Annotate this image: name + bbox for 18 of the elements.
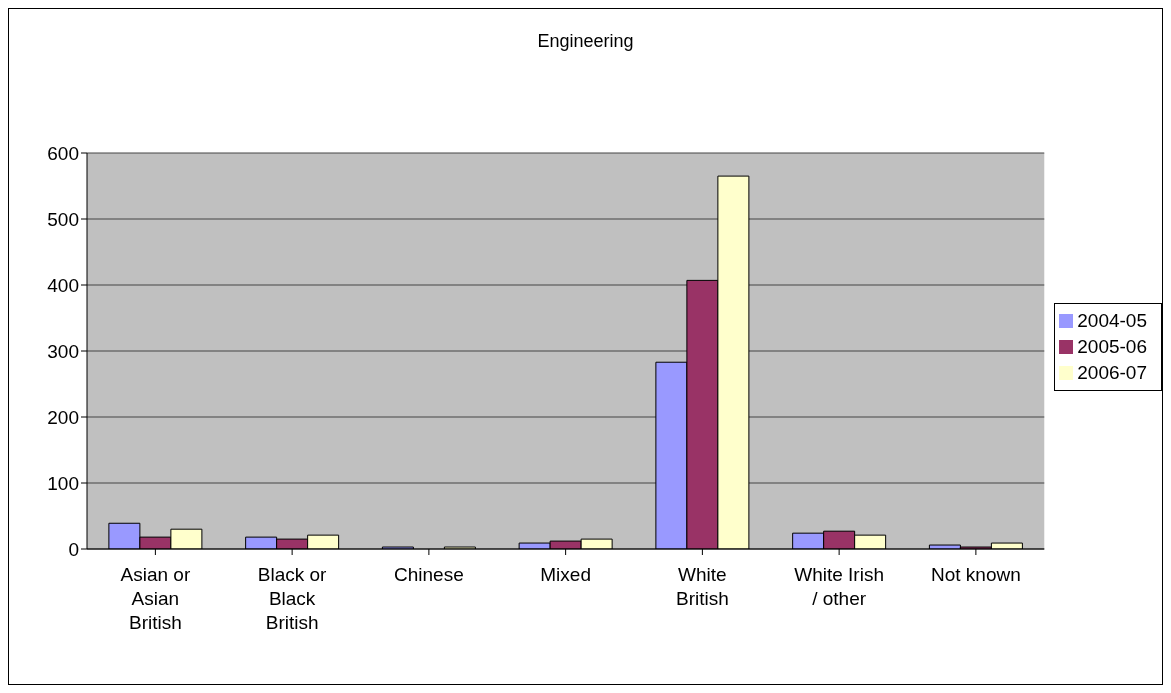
y-tick-label: 200 [47,406,79,428]
x-tick-label: Mixed [540,564,591,585]
x-tick-label: Asian or Asian British [120,564,191,633]
legend-label: 2006-07 [1077,361,1147,383]
x-tick-label: Chinese [394,564,464,585]
y-tick-label: 500 [47,208,79,230]
legend-label: 2004-05 [1077,309,1147,331]
y-tick-label: 400 [47,274,79,296]
y-tick-label: 300 [47,340,79,362]
x-tick-label: White British [675,564,729,609]
x-tick-label: White Irish / other [794,564,885,609]
x-tick-label: Black or Black British [257,564,328,633]
y-tick-label: 600 [47,142,79,164]
y-tick-label: 100 [47,472,79,494]
chart-title: Engineering [536,31,635,52]
x-tick-label: Not known [931,564,1021,585]
y-tick-label: 0 [68,538,79,560]
legend-label: 2005-06 [1077,335,1147,357]
